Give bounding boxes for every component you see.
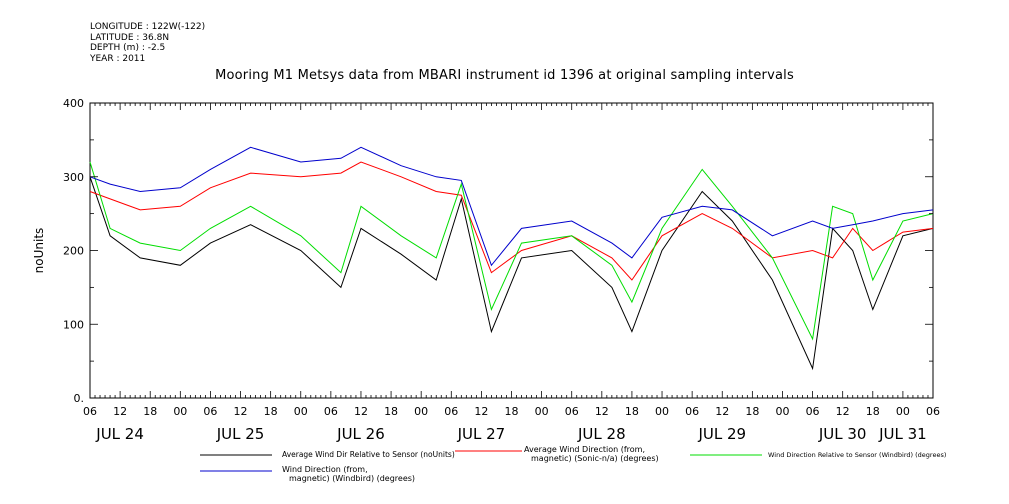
chart-title: Mooring M1 Metsys data from MBARI instru…	[215, 68, 794, 83]
x-tick-label: 18	[505, 405, 519, 418]
x-tick-label: 00	[294, 405, 308, 418]
x-tick-label: 06	[83, 405, 97, 418]
axis-layer: 06 12 18 00 06 12 18 00 06 12 18 00 06 12 18 00 06 12 18 00…	[32, 97, 940, 443]
x-day-label: JUL 24	[95, 425, 144, 443]
y-tick-label: 200	[63, 245, 84, 258]
x-tick-label: 00	[655, 405, 669, 418]
y-tick-label: 100	[63, 318, 84, 331]
x-day-label: JUL 30	[818, 425, 867, 443]
x-tick-label: 12	[595, 405, 609, 418]
x-tick-label: 18	[625, 405, 639, 418]
y-axis-label: noUnits	[32, 228, 46, 274]
x-tick-label: 06	[685, 405, 699, 418]
x-tick-label: 12	[234, 405, 248, 418]
x-tick-label: 00	[775, 405, 789, 418]
x-day-label: JUL 27	[457, 425, 506, 443]
x-tick-label: 12	[715, 405, 729, 418]
x-tick-label: 18	[264, 405, 278, 418]
x-day-label: JUL 25	[216, 425, 265, 443]
x-tick-label: 06	[806, 405, 820, 418]
year-text: YEAR : 2011	[90, 53, 146, 64]
y-tick-label: 400	[63, 97, 84, 110]
x-tick-label: 06	[444, 405, 458, 418]
x-tick-label: 18	[384, 405, 398, 418]
x-day-label: JUL 29	[697, 425, 746, 443]
x-tick-label: 12	[836, 405, 850, 418]
x-tick-label: 18	[866, 405, 880, 418]
y-tick-label: 0.	[74, 392, 85, 405]
x-tick-label: 12	[113, 405, 127, 418]
x-tick-label: 00	[535, 405, 549, 418]
metadata-block: LONGITUDE : 122W(-122) LATITUDE : 36.8N …	[90, 22, 205, 64]
series-line-2	[89, 161, 934, 281]
x-tick-label: 00	[896, 405, 910, 418]
x-tick-label: 12	[354, 405, 368, 418]
plot-frame	[89, 102, 934, 399]
x-day-label: JUL 26	[336, 425, 385, 443]
latitude-text: LATITUDE : 36.8N	[90, 32, 170, 43]
series-line-4	[89, 146, 934, 267]
y-tick-label: 300	[63, 171, 84, 184]
x-tick-label: 12	[474, 405, 488, 418]
x-tick-label: 00	[414, 405, 428, 418]
longitude-text: LONGITUDE : 122W(-122)	[90, 22, 206, 32]
x-tick-label: 00	[173, 405, 187, 418]
x-tick-label: 06	[565, 405, 579, 418]
x-tick-label: 06	[324, 405, 338, 418]
x-day-label: JUL 31	[878, 425, 927, 443]
x-tick-label: 06	[203, 405, 217, 418]
series-line-3	[89, 161, 934, 341]
x-tick-label: 18	[143, 405, 157, 418]
series-line-1	[89, 176, 934, 371]
series-layer	[89, 146, 934, 371]
depth-text: DEPTH (m) : -2.5	[90, 43, 166, 53]
x-tick-label: 06	[926, 405, 940, 418]
x-day-label: JUL 28	[577, 425, 626, 443]
plot-border	[89, 102, 934, 399]
x-tick-label: 18	[745, 405, 759, 418]
